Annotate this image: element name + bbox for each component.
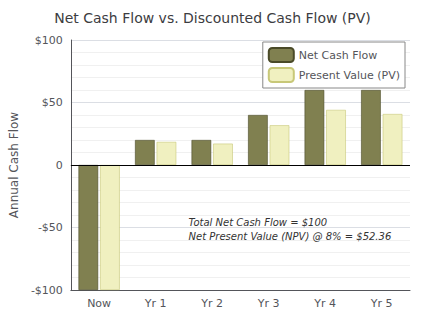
- svg-text:Yr 1: Yr 1: [144, 297, 167, 310]
- svg-text:Net Cash Flow vs. Discounted C: Net Cash Flow vs. Discounted Cash Flow (…: [54, 10, 371, 26]
- svg-text:Net Present Value (NPV) @ 8% =: Net Present Value (NPV) @ 8% = $52.36: [189, 231, 392, 242]
- svg-text:$50: $50: [42, 96, 63, 109]
- svg-text:Annual Cash Flow: Annual Cash Flow: [7, 112, 21, 219]
- svg-text:-$100: -$100: [31, 284, 63, 297]
- svg-text:Yr 5: Yr 5: [370, 297, 393, 310]
- svg-text:Now: Now: [87, 297, 111, 310]
- svg-text:Present Value (PV): Present Value (PV): [299, 69, 400, 82]
- svg-text:-$50: -$50: [38, 221, 63, 234]
- svg-text:0: 0: [56, 159, 63, 172]
- svg-text:$100: $100: [35, 34, 63, 47]
- svg-text:Net Cash Flow: Net Cash Flow: [299, 49, 378, 62]
- svg-text:Total Net Cash Flow = $100: Total Net Cash Flow = $100: [189, 217, 328, 228]
- svg-text:Yr 2: Yr 2: [200, 297, 223, 310]
- svg-text:Yr 3: Yr 3: [257, 297, 280, 310]
- svg-text:Yr 4: Yr 4: [313, 297, 336, 310]
